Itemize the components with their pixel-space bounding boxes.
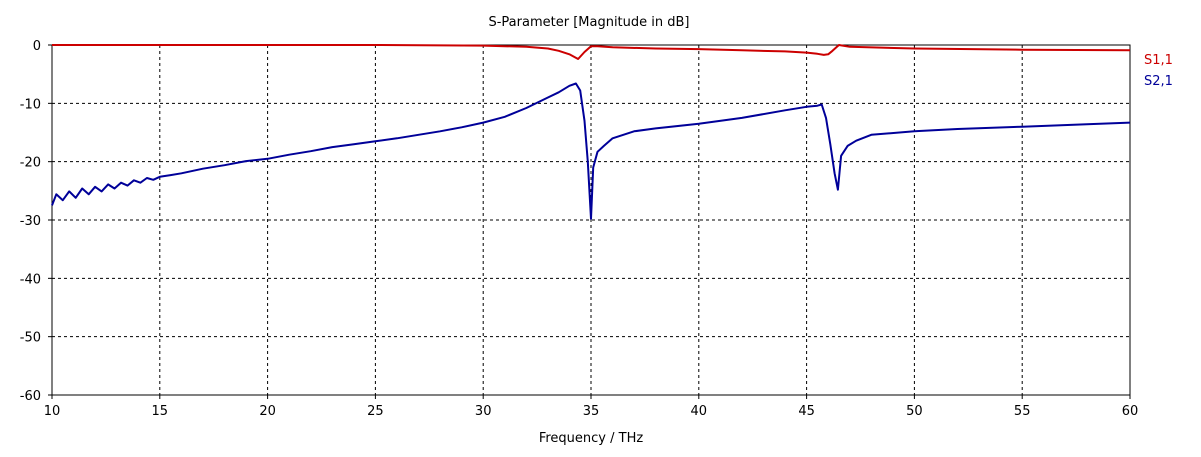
legend: S1,1 S2,1	[1144, 53, 1173, 89]
y-tick-label: -20	[20, 156, 41, 171]
legend-entry-s21: S2,1	[1144, 74, 1173, 89]
x-axis-label: Frequency / THz	[539, 431, 644, 446]
x-tick-label: 30	[475, 404, 492, 419]
series-line-s11	[52, 44, 1131, 60]
grid-lines	[52, 45, 1130, 395]
x-tick-label: 40	[691, 404, 708, 419]
y-tick-label: -50	[20, 331, 41, 346]
y-axis-ticks: 0 -10 -20 -30 -40 -50 -60	[20, 39, 52, 404]
y-tick-label: -10	[20, 97, 41, 112]
x-tick-label: 60	[1122, 404, 1139, 419]
series-line-s21	[51, 82, 1131, 220]
y-tick-label: -40	[20, 272, 41, 287]
x-tick-label: 15	[152, 404, 169, 419]
chart-title: S-Parameter [Magnitude in dB]	[488, 15, 689, 30]
x-tick-label: 50	[906, 404, 923, 419]
x-tick-label: 25	[367, 404, 384, 419]
y-tick-label: -30	[20, 214, 41, 229]
x-tick-label: 10	[44, 404, 61, 419]
x-tick-label: 45	[798, 404, 815, 419]
y-tick-label: 0	[33, 39, 41, 54]
x-tick-label: 55	[1014, 404, 1031, 419]
x-tick-label: 35	[583, 404, 600, 419]
x-tick-label: 20	[259, 404, 276, 419]
x-axis-ticks: 10 15 20 25 30 35 40 45 50 55 60	[44, 395, 1139, 419]
y-tick-label: -60	[20, 389, 41, 404]
legend-entry-s11: S1,1	[1144, 53, 1173, 68]
series-lines	[51, 44, 1131, 220]
